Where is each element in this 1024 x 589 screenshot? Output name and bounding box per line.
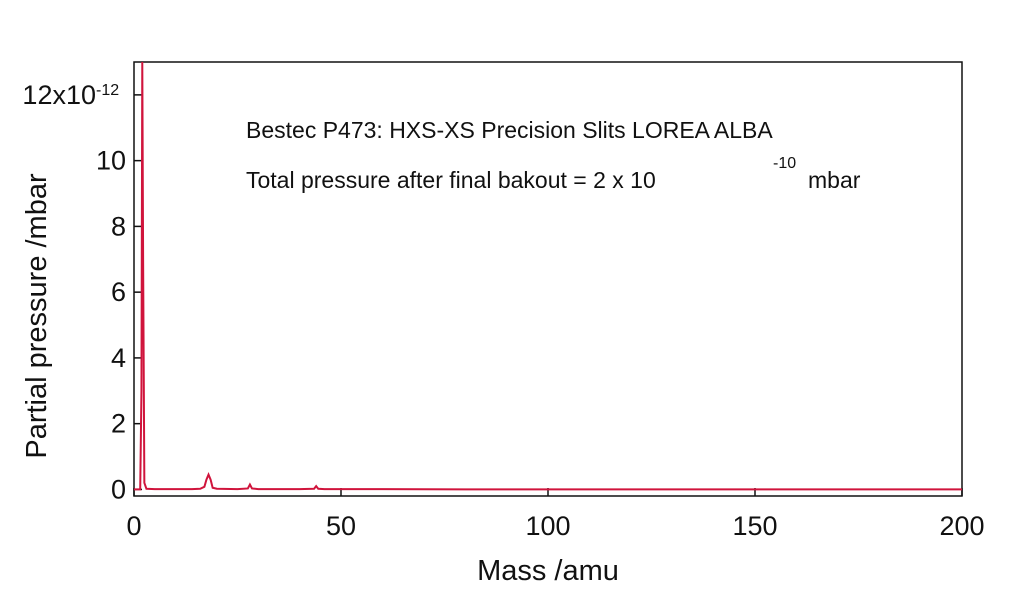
x-tick-label: 50 (326, 511, 356, 541)
y-axis-title: Partial pressure /mbar (21, 173, 53, 459)
x-tick-label: 150 (732, 511, 777, 541)
annotation-pressure-main: Total pressure after final bakout = 2 x … (246, 167, 656, 193)
y-tick-label: 12x10 (22, 80, 96, 110)
y-axis: 0 2 4 6 8 10 12x10 (22, 80, 142, 504)
series-line (134, 61, 962, 491)
y-tick-label: 8 (111, 211, 126, 241)
annotation-pressure: Total pressure after final bakout = 2 x … (246, 167, 656, 193)
x-axis: 0 50 100 150 200 (126, 488, 985, 541)
y-tick-label: 10 (96, 146, 126, 176)
y-tick-label: 0 (111, 474, 126, 504)
x-tick-label: 200 (939, 511, 984, 541)
x-tick-label: 0 (126, 511, 141, 541)
x-axis-title: Mass /amu (477, 555, 619, 587)
y-tick-label: 4 (111, 343, 126, 373)
annotation-pressure-unit: mbar (808, 167, 861, 193)
y-tick-label: 2 (111, 409, 126, 439)
y-top-exponent: -12 (96, 82, 119, 99)
x-tick-label: 100 (525, 511, 570, 541)
annotation-title: Bestec P473: HXS-XS Precision Slits LORE… (246, 117, 773, 143)
y-tick-label: 6 (111, 277, 126, 307)
annotation-pressure-exponent: -10 (773, 155, 796, 172)
